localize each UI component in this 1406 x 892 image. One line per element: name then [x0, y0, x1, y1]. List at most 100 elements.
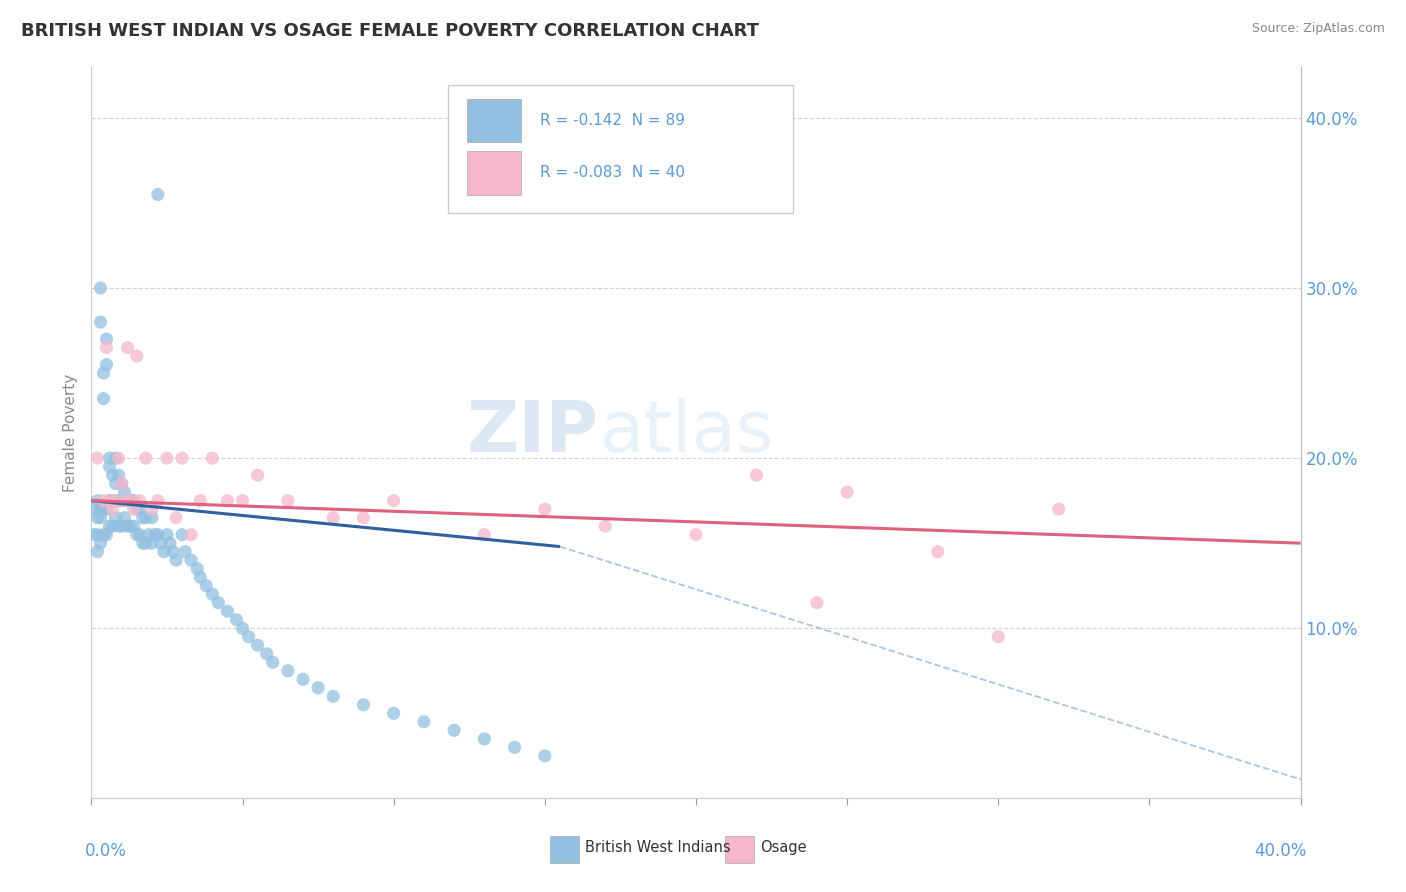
- Point: [188, 493, 211, 508]
- Point: [128, 502, 150, 516]
- Point: [156, 451, 179, 466]
- Point: [352, 698, 374, 712]
- Text: R = -0.142  N = 89: R = -0.142 N = 89: [540, 112, 685, 128]
- Point: [149, 536, 172, 550]
- Point: [382, 706, 405, 721]
- Text: BRITISH WEST INDIAN VS OSAGE FEMALE POVERTY CORRELATION CHART: BRITISH WEST INDIAN VS OSAGE FEMALE POVE…: [21, 22, 759, 40]
- Point: [135, 451, 157, 466]
- Point: [104, 493, 127, 508]
- Point: [135, 536, 157, 550]
- Point: [165, 510, 187, 524]
- Point: [83, 527, 105, 541]
- Point: [96, 358, 118, 372]
- FancyBboxPatch shape: [725, 836, 754, 863]
- Point: [188, 570, 211, 584]
- Point: [117, 519, 139, 533]
- Text: ZIP: ZIP: [467, 398, 599, 467]
- Point: [238, 630, 260, 644]
- Point: [231, 621, 253, 635]
- Point: [98, 519, 121, 533]
- FancyBboxPatch shape: [449, 85, 793, 213]
- Point: [89, 536, 111, 550]
- FancyBboxPatch shape: [550, 836, 579, 863]
- Point: [104, 510, 127, 524]
- Point: [98, 493, 121, 508]
- Point: [352, 510, 374, 524]
- Text: Osage: Osage: [761, 840, 807, 855]
- Point: [225, 613, 247, 627]
- Point: [322, 690, 344, 704]
- Point: [93, 392, 115, 406]
- Text: R = -0.083  N = 40: R = -0.083 N = 40: [540, 165, 685, 180]
- Point: [125, 527, 148, 541]
- Point: [117, 493, 139, 508]
- Point: [120, 493, 142, 508]
- Point: [96, 341, 118, 355]
- Point: [98, 451, 121, 466]
- Point: [180, 553, 202, 567]
- Point: [146, 493, 169, 508]
- Point: [927, 544, 949, 558]
- Point: [107, 493, 129, 508]
- Point: [172, 527, 194, 541]
- Point: [443, 723, 465, 738]
- Point: [382, 493, 405, 508]
- Point: [153, 544, 176, 558]
- Point: [122, 502, 145, 516]
- Point: [246, 468, 269, 483]
- Point: [114, 485, 136, 500]
- Point: [93, 366, 115, 380]
- Point: [806, 596, 828, 610]
- Point: [107, 451, 129, 466]
- Point: [96, 502, 118, 516]
- Point: [472, 731, 495, 746]
- Point: [128, 527, 150, 541]
- Point: [93, 502, 115, 516]
- Point: [98, 459, 121, 474]
- Point: [159, 536, 181, 550]
- Point: [685, 527, 707, 541]
- Point: [135, 510, 157, 524]
- Point: [292, 673, 315, 687]
- Point: [165, 553, 187, 567]
- Point: [98, 493, 121, 508]
- Point: [141, 536, 163, 550]
- Point: [217, 604, 239, 618]
- Point: [835, 485, 858, 500]
- Point: [111, 476, 132, 491]
- Text: 0.0%: 0.0%: [86, 842, 127, 860]
- Point: [207, 596, 229, 610]
- Point: [307, 681, 329, 695]
- Point: [132, 536, 155, 550]
- Point: [86, 544, 108, 558]
- Point: [89, 502, 111, 516]
- Point: [533, 748, 555, 763]
- Point: [107, 519, 129, 533]
- Point: [120, 519, 142, 533]
- Y-axis label: Female Poverty: Female Poverty: [63, 374, 79, 491]
- Point: [143, 527, 166, 541]
- Point: [217, 493, 239, 508]
- Point: [86, 510, 108, 524]
- Point: [86, 493, 108, 508]
- Point: [107, 468, 129, 483]
- Point: [231, 493, 253, 508]
- Point: [195, 579, 218, 593]
- Point: [141, 510, 163, 524]
- Point: [472, 527, 495, 541]
- Point: [277, 493, 299, 508]
- Text: Source: ZipAtlas.com: Source: ZipAtlas.com: [1251, 22, 1385, 36]
- Point: [172, 451, 194, 466]
- Point: [146, 527, 169, 541]
- Point: [122, 493, 145, 508]
- Point: [117, 341, 139, 355]
- Point: [104, 451, 127, 466]
- Text: 40.0%: 40.0%: [1254, 842, 1306, 860]
- Point: [162, 544, 184, 558]
- Point: [93, 527, 115, 541]
- Point: [96, 527, 118, 541]
- Point: [141, 502, 163, 516]
- Point: [86, 451, 108, 466]
- Point: [146, 187, 169, 202]
- Point: [101, 493, 124, 508]
